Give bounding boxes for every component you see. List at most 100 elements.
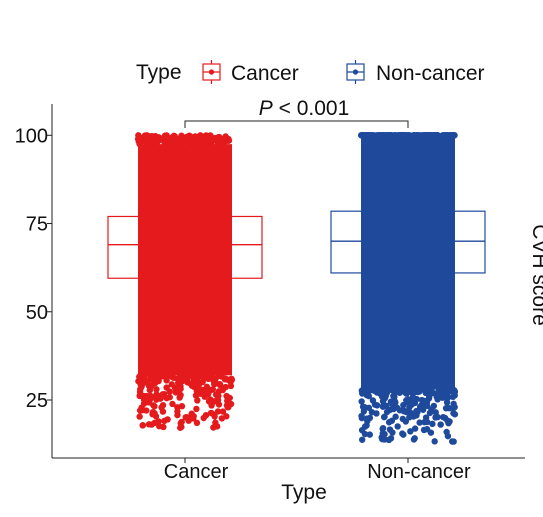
data-point <box>155 393 163 400</box>
data-point <box>151 419 158 427</box>
legend-title: Type <box>136 61 182 84</box>
data-point <box>195 382 202 389</box>
data-point <box>139 422 146 429</box>
data-point <box>380 387 388 395</box>
data-point <box>178 418 185 426</box>
data-point <box>386 406 394 414</box>
data-point <box>151 379 159 387</box>
data-point <box>205 398 213 405</box>
data-point <box>400 401 407 409</box>
data-point <box>211 398 218 405</box>
data-point <box>399 430 406 437</box>
data-point <box>423 402 431 410</box>
data-point <box>429 420 436 428</box>
data-point <box>219 408 227 415</box>
data-point <box>433 393 440 401</box>
data-point <box>410 395 417 402</box>
legend-key-cancer <box>202 60 221 84</box>
data-point <box>450 410 457 417</box>
data-point <box>166 394 173 401</box>
data-point <box>168 136 175 144</box>
data-point <box>405 396 412 403</box>
data-point <box>428 406 435 413</box>
data-point <box>159 401 167 409</box>
x-axis-ticks: Cancer Non-cancer <box>164 458 471 483</box>
data-point <box>389 401 396 408</box>
data-point <box>381 413 388 420</box>
data-point <box>385 419 393 426</box>
data-point <box>410 436 418 443</box>
data-point <box>373 132 380 139</box>
data-point <box>408 401 415 408</box>
data-point <box>136 388 144 396</box>
data-point <box>190 412 197 420</box>
data-point <box>146 396 154 403</box>
point-cloud-core <box>138 144 232 376</box>
data-point <box>436 386 444 393</box>
data-point <box>177 391 184 399</box>
data-point <box>382 392 390 400</box>
data-point <box>201 137 208 145</box>
legend-key-non-cancer <box>346 60 365 84</box>
data-point <box>169 400 176 408</box>
data-point <box>193 387 201 395</box>
data-point <box>146 386 154 394</box>
y-tick-label: 25 <box>26 390 48 412</box>
legend-label-non-cancer: Non-cancer <box>376 62 485 85</box>
data-point <box>384 132 391 139</box>
data-point <box>171 384 179 392</box>
data-point <box>431 132 438 139</box>
data-point <box>177 385 184 393</box>
box-cancer <box>107 215 263 279</box>
data-point <box>451 132 458 139</box>
data-point <box>359 387 366 394</box>
data-point <box>432 414 439 421</box>
data-point <box>381 436 388 443</box>
data-point <box>215 134 222 141</box>
data-point <box>437 421 444 428</box>
data-point <box>442 132 449 139</box>
data-point <box>183 414 190 421</box>
data-point <box>368 408 376 416</box>
y-tick-label: 100 <box>15 125 48 147</box>
data-point <box>371 401 379 408</box>
data-point <box>197 372 204 379</box>
data-point <box>153 137 161 145</box>
data-point <box>379 430 386 437</box>
data-point <box>178 132 185 139</box>
data-point <box>140 137 147 145</box>
data-point <box>407 428 414 435</box>
significance-bracket <box>184 120 409 128</box>
data-point <box>176 376 184 384</box>
y-tick-label: 75 <box>26 214 48 236</box>
data-point <box>405 387 412 394</box>
data-point <box>423 387 430 395</box>
data-point <box>161 417 168 425</box>
data-point <box>161 132 169 139</box>
data-point <box>394 386 401 394</box>
data-point <box>363 422 370 429</box>
data-point <box>387 435 395 442</box>
data-point <box>366 431 373 438</box>
data-point <box>174 404 181 411</box>
data-point <box>402 132 409 139</box>
box-iqr <box>330 210 486 274</box>
data-point <box>152 413 160 420</box>
data-point <box>438 394 445 401</box>
legend: Type Cancer Non-cancer <box>136 60 485 85</box>
data-point <box>445 387 452 395</box>
data-point <box>216 380 224 388</box>
data-point <box>413 407 420 415</box>
data-point <box>193 419 201 427</box>
data-point <box>450 400 457 408</box>
data-point <box>421 397 428 405</box>
data-point <box>450 438 457 445</box>
data-point <box>400 408 408 415</box>
data-point <box>392 413 399 420</box>
y-axis-ticks: 25 50 75 100 <box>15 125 52 412</box>
data-point <box>224 393 231 401</box>
y-tick-label: 50 <box>26 302 48 324</box>
data-point <box>358 426 366 434</box>
box-non-cancer <box>330 210 486 274</box>
